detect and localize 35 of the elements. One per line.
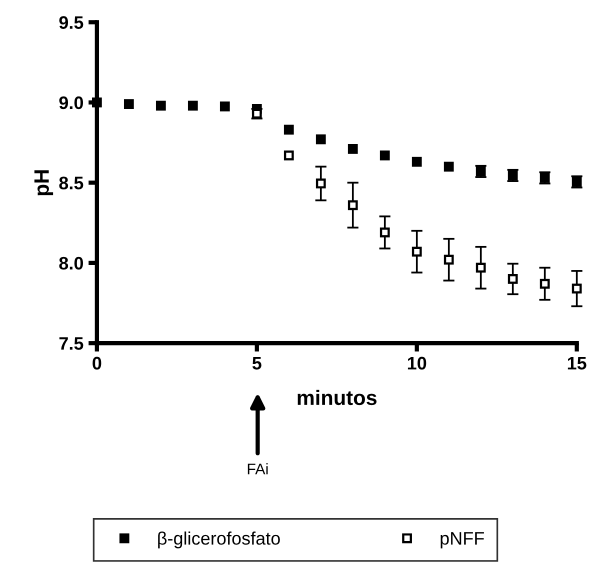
y-axis-title: pH: [34, 170, 54, 196]
point: [380, 227, 390, 238]
point: [380, 150, 390, 160]
point: [412, 246, 422, 257]
point: [572, 284, 582, 294]
y-tick-label: 9.0: [59, 96, 83, 110]
point: [284, 150, 294, 160]
y-tick-label: 7.5: [59, 337, 84, 350]
text: FAi: [248, 463, 268, 474]
y-tick-label: 9.5: [59, 16, 84, 29]
point: [540, 278, 550, 289]
point: [348, 200, 358, 210]
point: [188, 100, 198, 111]
y-tick-label: 8.0: [59, 256, 83, 270]
point: [444, 162, 454, 172]
point: [508, 274, 518, 284]
y-tick-label: 8.5: [59, 176, 84, 190]
point: [156, 100, 166, 111]
legend-label: pNFF: [440, 532, 484, 548]
point: [92, 98, 102, 108]
point: [316, 134, 326, 144]
point: [316, 178, 326, 188]
point: [124, 99, 134, 109]
x-tick-label: 0: [92, 356, 102, 370]
point: [284, 124, 294, 135]
point: [220, 102, 230, 112]
legend-label: β-glicerofosfato: [158, 532, 280, 548]
x-tick-label: 15: [568, 356, 586, 370]
x-tick-label: 5: [252, 356, 262, 370]
point: [412, 156, 422, 167]
x-axis-title: minutos: [298, 390, 377, 406]
point: [444, 254, 454, 265]
x-tick-label: 10: [408, 356, 426, 370]
point: [476, 262, 486, 273]
point: [348, 144, 358, 154]
